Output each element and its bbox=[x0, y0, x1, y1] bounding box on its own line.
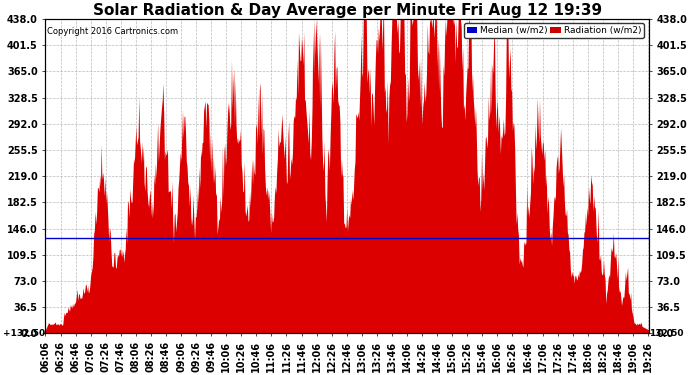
Title: Solar Radiation & Day Average per Minute Fri Aug 12 19:39: Solar Radiation & Day Average per Minute… bbox=[92, 3, 602, 18]
Text: 132.50: 132.50 bbox=[649, 329, 684, 338]
Text: Copyright 2016 Cartronics.com: Copyright 2016 Cartronics.com bbox=[47, 27, 178, 36]
Legend: Median (w/m2), Radiation (w/m2): Median (w/m2), Radiation (w/m2) bbox=[464, 24, 644, 38]
Text: +132.50: +132.50 bbox=[3, 329, 45, 338]
